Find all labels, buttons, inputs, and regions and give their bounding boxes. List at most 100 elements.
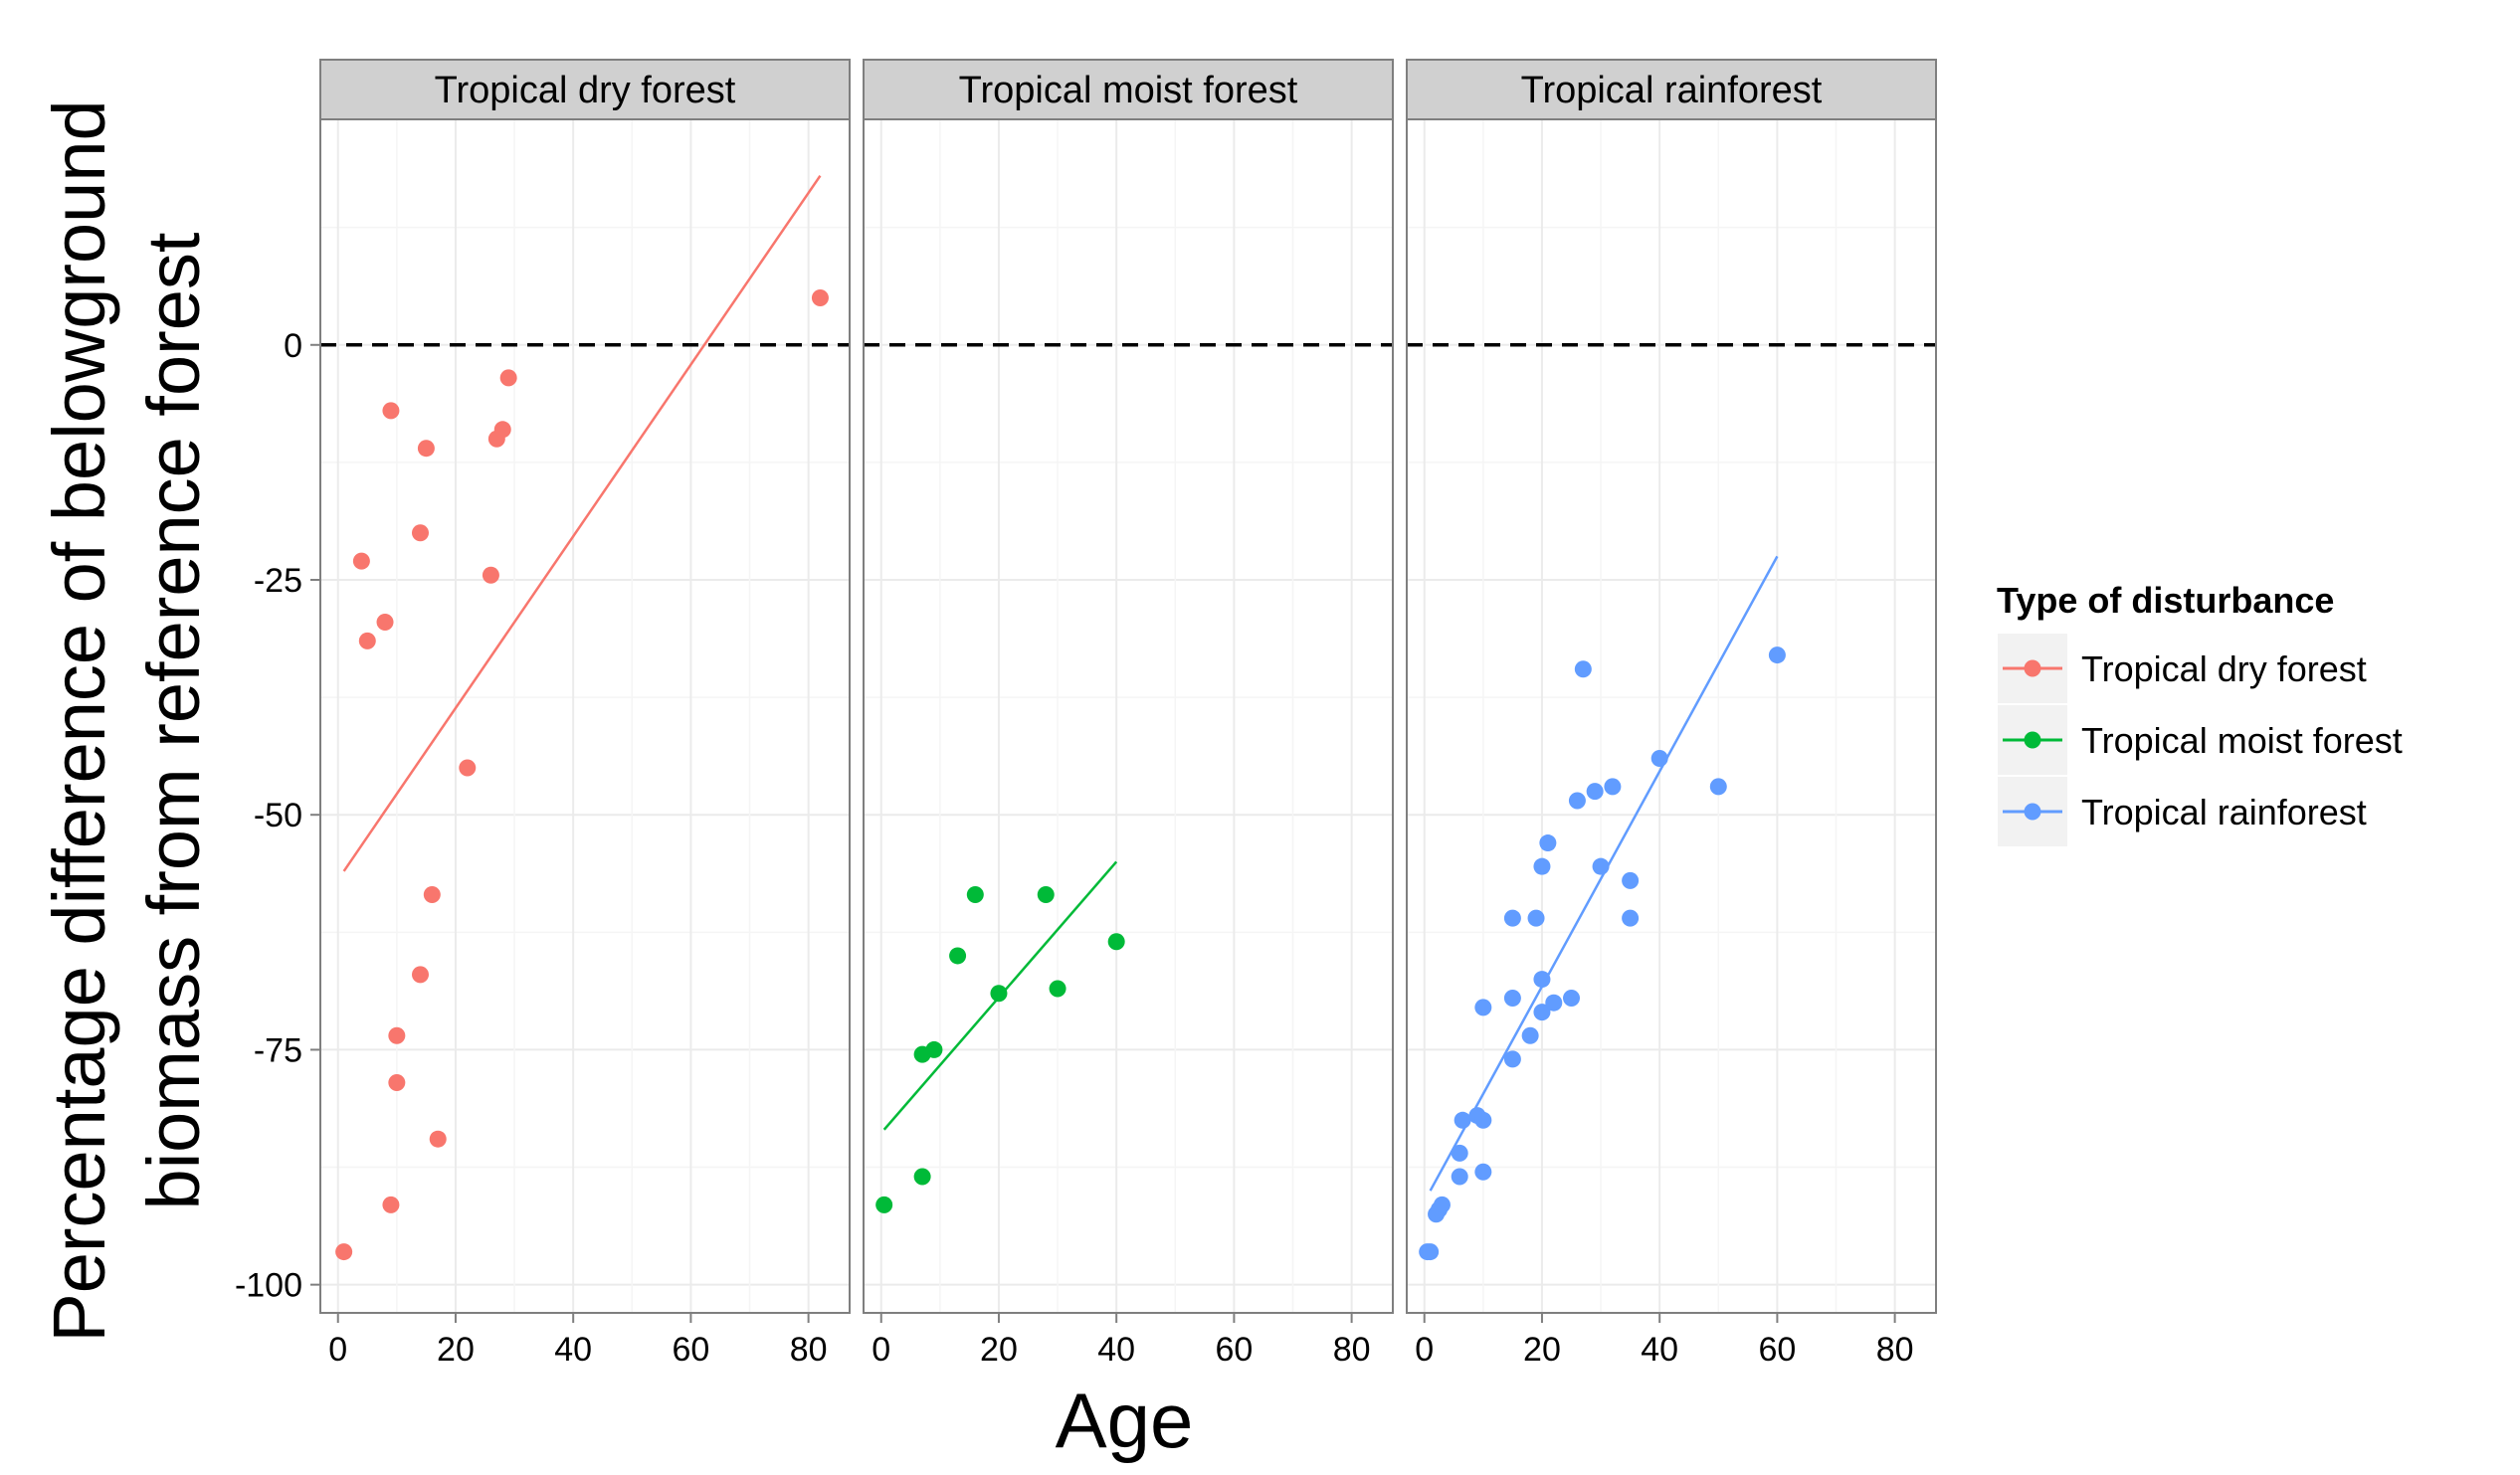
data-point: [1503, 989, 1521, 1007]
panel-border: [863, 118, 1394, 1314]
data-point: [1586, 783, 1604, 801]
panel-3: Tropical rainforest 0 20 40 60 80: [1406, 59, 1937, 1369]
y-tick-label: -25: [254, 562, 302, 600]
x-tick-label: 80: [1876, 1331, 1914, 1369]
panel-1: Tropical dry forest 0 20 40 60 80 -100 -75 -50 -2…: [235, 59, 851, 1369]
panel-title: Tropical moist forest: [959, 70, 1298, 111]
data-point: [966, 886, 984, 904]
x-tick-label: 20: [1523, 1331, 1561, 1369]
data-point: [1574, 660, 1592, 678]
data-point: [811, 289, 829, 307]
y-tick-label: 0: [284, 327, 302, 365]
x-tick-label: 20: [980, 1331, 1018, 1369]
y-tick-label: -100: [235, 1267, 302, 1305]
data-point: [499, 369, 517, 387]
data-point: [1474, 999, 1492, 1016]
legend-label: Tropical moist forest: [2081, 720, 2403, 761]
data-point: [388, 1074, 406, 1092]
data-point: [388, 1026, 406, 1044]
panel-title: Tropical rainforest: [1521, 70, 1823, 111]
data-point: [875, 1196, 893, 1213]
data-point: [417, 440, 435, 458]
data-point: [423, 886, 441, 904]
y-axis-title-line-2: biomass from reference forest: [132, 232, 215, 1209]
legend-key-point: [2024, 731, 2041, 749]
data-point: [352, 552, 370, 570]
legend-label: Tropical dry forest: [2081, 648, 2367, 689]
data-point: [1474, 1163, 1492, 1181]
data-point: [1568, 792, 1586, 810]
panel-strip: [319, 59, 851, 120]
legend-label: Tropical rainforest: [2081, 792, 2367, 832]
legend-key-point: [2024, 803, 2041, 821]
data-point: [1454, 1111, 1471, 1129]
data-point: [493, 421, 511, 439]
x-axis-title: Age: [1056, 1377, 1194, 1464]
data-point: [1622, 871, 1640, 889]
trend-line: [342, 174, 822, 872]
x-tick-label: 60: [1758, 1331, 1796, 1369]
legend-items: Tropical dry forest Tropical moist forest…: [1996, 632, 2403, 848]
legend-item: Tropical rainforest: [1996, 775, 2367, 848]
data-point: [1474, 1111, 1492, 1129]
x-tick-label: 0: [328, 1331, 347, 1369]
data-point: [1037, 886, 1055, 904]
data-point: [949, 947, 967, 965]
legend: Type of disturbance Tropical dry forestT…: [1996, 580, 2403, 848]
data-point: [1622, 909, 1640, 927]
x-tick-label: 40: [554, 1331, 592, 1369]
data-point: [459, 759, 477, 777]
y-tick-label: -50: [254, 797, 302, 834]
data-point: [1592, 857, 1610, 875]
panel-background: [1407, 119, 1936, 1313]
data-point: [1533, 971, 1551, 989]
data-point: [913, 1168, 931, 1186]
panel-title: Tropical dry forest: [435, 70, 736, 111]
data-point: [1451, 1144, 1468, 1162]
data-point: [1533, 1004, 1551, 1021]
data-point: [1433, 1196, 1451, 1213]
data-point: [382, 402, 400, 420]
panel-2: Tropical moist forest 0 20 40 60 80: [863, 59, 1394, 1369]
data-point: [1451, 1168, 1468, 1186]
data-point: [1545, 994, 1563, 1012]
data-point: [1533, 857, 1551, 875]
data-point: [1049, 980, 1066, 998]
x-tick-label: 0: [1415, 1331, 1434, 1369]
data-point: [1422, 1243, 1440, 1261]
data-point: [1503, 1050, 1521, 1068]
data-point: [1604, 778, 1622, 796]
x-tick-label: 80: [1333, 1331, 1371, 1369]
data-point: [1709, 778, 1727, 796]
panel-border: [1406, 118, 1937, 1314]
x-tick-label: 60: [672, 1331, 709, 1369]
x-tick-label: 60: [1215, 1331, 1253, 1369]
data-point: [358, 632, 376, 649]
data-point: [925, 1040, 943, 1058]
y-axis-title-line-1: Percentage difference of belowground: [38, 99, 120, 1342]
data-point: [1521, 1026, 1539, 1044]
x-tick-label: 0: [872, 1331, 890, 1369]
y-tick-label: -75: [254, 1031, 302, 1069]
x-tick-label: 40: [1641, 1331, 1678, 1369]
x-tick-label: 80: [790, 1331, 828, 1369]
x-tick-label: 20: [437, 1331, 475, 1369]
data-point: [1768, 646, 1786, 664]
data-point: [382, 1196, 400, 1213]
data-point: [376, 614, 394, 632]
legend-key-point: [2024, 659, 2041, 677]
data-point: [1503, 909, 1521, 927]
panel-strip: [863, 59, 1394, 120]
data-point: [411, 966, 429, 984]
panel-background: [864, 119, 1393, 1313]
data-point: [1107, 933, 1125, 951]
plot-area: Tropical dry forest 0 20 40 60 80 -100 -75 -50 -2…: [235, 59, 1937, 1369]
data-point: [411, 524, 429, 542]
y-axis-title: Percentage difference of belowground bio…: [38, 99, 215, 1342]
x-tick-label: 40: [1097, 1331, 1135, 1369]
legend-item: Tropical moist forest: [1996, 703, 2403, 777]
data-point: [1563, 989, 1581, 1007]
data-point: [429, 1130, 447, 1148]
data-point: [1650, 750, 1668, 768]
